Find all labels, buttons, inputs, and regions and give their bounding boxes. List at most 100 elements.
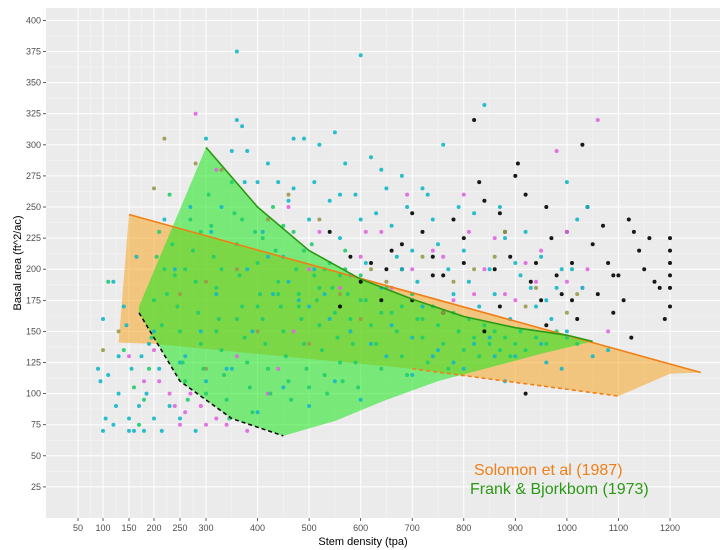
data-point [265, 366, 270, 371]
data-point [157, 379, 162, 384]
data-point [534, 261, 538, 265]
data-point [369, 267, 373, 272]
data-point [96, 366, 100, 371]
data-point [405, 373, 410, 377]
data-point [430, 254, 435, 259]
data-point [508, 354, 513, 359]
data-point [353, 192, 358, 197]
data-point [147, 341, 151, 346]
data-point [309, 242, 314, 247]
data-point [198, 229, 203, 234]
data-point [188, 205, 193, 209]
data-point [211, 254, 216, 259]
data-point [338, 285, 342, 290]
data-point [369, 341, 373, 346]
data-point [570, 267, 574, 272]
data-point [260, 317, 265, 321]
x-tick-label: 1200 [660, 523, 680, 533]
data-point [425, 360, 430, 365]
data-point [420, 317, 425, 321]
data-point [549, 317, 554, 321]
data-point [121, 304, 126, 309]
data-point [327, 317, 332, 321]
data-point [539, 298, 544, 303]
data-point [523, 229, 528, 234]
envelope-fill [139, 147, 593, 436]
data-point [291, 186, 296, 191]
data-point [554, 285, 559, 290]
data-point [229, 180, 234, 185]
data-point [425, 192, 430, 197]
data-point [343, 161, 348, 166]
data-point [374, 211, 379, 216]
data-point [188, 391, 193, 396]
data-point [209, 223, 214, 228]
y-tick-label: 125 [26, 358, 41, 368]
data-point [276, 279, 281, 284]
data-point [307, 385, 312, 390]
data-point [338, 360, 342, 365]
data-point [116, 391, 121, 396]
data-point [317, 217, 322, 222]
data-point [554, 149, 559, 153]
data-point [296, 298, 301, 303]
data-point [159, 323, 164, 328]
data-point [286, 192, 291, 197]
data-point [268, 391, 273, 396]
data-point [312, 273, 317, 278]
data-point [240, 217, 245, 222]
data-point [127, 416, 131, 421]
data-point [348, 317, 353, 321]
data-point [307, 341, 312, 346]
data-point [273, 248, 278, 253]
data-point [193, 279, 198, 284]
data-point [162, 217, 167, 222]
data-point [185, 397, 190, 402]
data-point [523, 261, 528, 265]
data-point [139, 354, 144, 359]
data-point [296, 292, 301, 297]
data-point [320, 348, 324, 353]
data-point [101, 317, 105, 321]
data-point [343, 248, 348, 253]
data-point [394, 254, 399, 259]
data-point [312, 180, 317, 185]
data-point [580, 285, 585, 290]
x-tick-label: 300 [198, 523, 213, 533]
data-point [204, 422, 208, 427]
data-point [523, 304, 528, 309]
data-point [358, 254, 363, 259]
y-tick-label: 350 [26, 78, 41, 88]
data-point [570, 261, 574, 265]
data-point [389, 223, 394, 228]
data-point [302, 341, 306, 346]
data-point [668, 261, 672, 265]
data-point [149, 335, 154, 340]
data-point [384, 186, 389, 191]
x-axis-ticks: 50 100 150 200 250 300 400 500 600 700 800 900 1000 1… [73, 518, 680, 533]
data-point [539, 248, 544, 253]
data-point [415, 317, 420, 321]
data-point [265, 254, 270, 259]
x-tick-label: 150 [121, 523, 136, 533]
data-point [224, 397, 229, 402]
data-point [234, 267, 239, 272]
data-point [621, 298, 626, 303]
y-tick-label: 200 [26, 264, 41, 274]
data-point [374, 341, 379, 346]
data-point [291, 136, 296, 141]
data-point [544, 298, 549, 303]
data-point [312, 267, 317, 272]
data-point [487, 335, 492, 340]
data-point [172, 273, 177, 278]
data-point [152, 416, 156, 421]
data-point [662, 317, 667, 321]
data-point [487, 267, 492, 272]
data-point [410, 248, 415, 253]
data-point [193, 111, 198, 116]
data-point [222, 373, 226, 377]
data-point [389, 323, 394, 328]
data-point [487, 341, 492, 346]
data-point [229, 149, 234, 153]
data-point [242, 180, 247, 185]
